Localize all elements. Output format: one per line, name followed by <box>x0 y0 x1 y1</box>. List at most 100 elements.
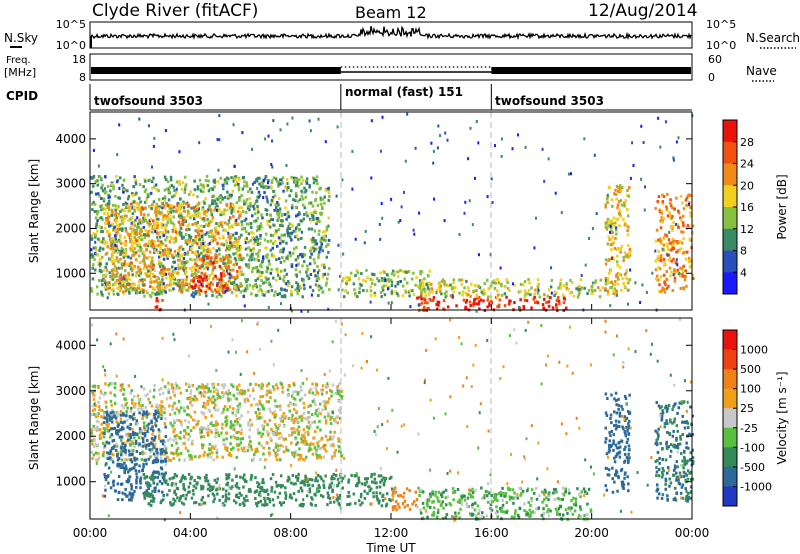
heatmap-cell <box>666 253 669 257</box>
heatmap-cell <box>360 272 363 276</box>
heatmap-cell <box>110 288 113 292</box>
heatmap-cell <box>117 266 120 270</box>
heatmap-cell <box>683 250 686 254</box>
heatmap-cell <box>689 211 692 215</box>
heatmap-cell <box>283 213 287 216</box>
heatmap-cell <box>214 387 218 391</box>
heatmap-cell <box>238 253 242 257</box>
heatmap-cell <box>430 287 433 291</box>
heatmap-cell <box>273 413 276 417</box>
heatmap-cell <box>440 292 443 296</box>
heatmap-cell <box>152 481 155 485</box>
heatmap-cell <box>119 176 122 180</box>
heatmap-cell <box>241 131 244 135</box>
heatmap-cell <box>245 237 248 240</box>
heatmap-cell <box>251 214 254 218</box>
heatmap-cell <box>286 254 289 258</box>
heatmap-cell <box>663 260 666 264</box>
heatmap-cell <box>221 197 224 200</box>
heatmap-cell <box>267 290 270 293</box>
heatmap-cell <box>178 267 181 271</box>
heatmap-cell <box>254 279 258 282</box>
heatmap-cell <box>179 452 183 455</box>
heatmap-cell <box>202 258 205 262</box>
heatmap-cell <box>297 254 300 258</box>
heatmap-cell <box>319 213 323 217</box>
heatmap-cell <box>323 447 326 451</box>
heatmap-cell <box>256 266 259 270</box>
heatmap-cell <box>159 439 163 443</box>
heatmap-cell <box>131 433 135 437</box>
heatmap-cell <box>321 275 325 279</box>
heatmap-cell <box>91 266 94 270</box>
heatmap-cell <box>243 400 247 404</box>
heatmap-cell <box>300 440 303 444</box>
heatmap-cell <box>214 238 217 242</box>
heatmap-cell <box>162 257 166 261</box>
heatmap-cell <box>317 447 320 451</box>
heatmap-cell <box>143 216 146 220</box>
heatmap-cell <box>682 237 685 241</box>
heatmap-cell <box>131 452 134 456</box>
heatmap-cell <box>228 276 232 280</box>
heatmap-cell <box>165 253 168 257</box>
heatmap-cell <box>225 283 229 287</box>
heatmap-cell <box>242 175 246 179</box>
heatmap-cell <box>315 179 318 182</box>
heatmap-cell <box>221 255 225 259</box>
heatmap-cell <box>328 288 331 292</box>
heatmap-cell <box>158 289 161 293</box>
heatmap-cell <box>406 281 409 285</box>
heatmap-cell <box>445 290 448 294</box>
heatmap-cell <box>137 436 141 440</box>
heatmap-cell <box>149 268 153 272</box>
heatmap-cell <box>534 288 537 292</box>
heatmap-cell <box>175 180 179 184</box>
heatmap-cell <box>541 303 545 307</box>
heatmap-cell <box>120 208 124 212</box>
heatmap-cell <box>321 205 324 209</box>
heatmap-cell <box>232 179 235 183</box>
heatmap-cell <box>234 177 237 181</box>
heatmap-cell <box>323 415 327 419</box>
heatmap-cell <box>110 427 113 431</box>
heatmap-cell <box>642 141 645 144</box>
heatmap-cell <box>229 426 233 430</box>
heatmap-cell <box>216 422 219 426</box>
heatmap-cell <box>107 233 111 237</box>
heatmap-cell <box>133 436 136 440</box>
heatmap-cell <box>210 213 214 217</box>
heatmap-cell <box>685 284 688 288</box>
heatmap-cell <box>183 187 187 191</box>
heatmap-cell <box>491 280 494 284</box>
heatmap-cell <box>193 410 197 414</box>
heatmap-cell <box>131 254 134 257</box>
heatmap-cell <box>280 219 283 222</box>
heatmap-cell <box>112 453 115 457</box>
heatmap-cell <box>193 394 196 398</box>
heatmap-cell <box>213 257 217 261</box>
heatmap-cell <box>216 198 220 202</box>
heatmap-cell <box>213 398 217 402</box>
heatmap-cell <box>233 276 236 279</box>
heatmap-cell <box>271 246 275 250</box>
heatmap-cell <box>661 193 664 197</box>
heatmap-cell <box>220 383 224 387</box>
heatmap-cell <box>183 261 186 265</box>
heatmap-cell <box>178 386 181 390</box>
heatmap-cell <box>286 388 290 392</box>
heatmap-cell <box>133 241 136 245</box>
heatmap-cell <box>243 180 246 184</box>
heatmap-cell <box>106 212 109 216</box>
heatmap-cell <box>626 189 629 192</box>
heatmap-cell <box>278 277 282 280</box>
heatmap-cell <box>270 438 273 442</box>
heatmap-cell <box>107 474 110 478</box>
heatmap-cell <box>105 427 108 431</box>
heatmap-cell <box>209 230 212 234</box>
heatmap-cell <box>591 281 595 285</box>
heatmap-cell <box>294 450 297 453</box>
heatmap-cell <box>345 276 349 279</box>
heatmap-cell <box>178 258 181 262</box>
heatmap-cell <box>426 273 430 277</box>
